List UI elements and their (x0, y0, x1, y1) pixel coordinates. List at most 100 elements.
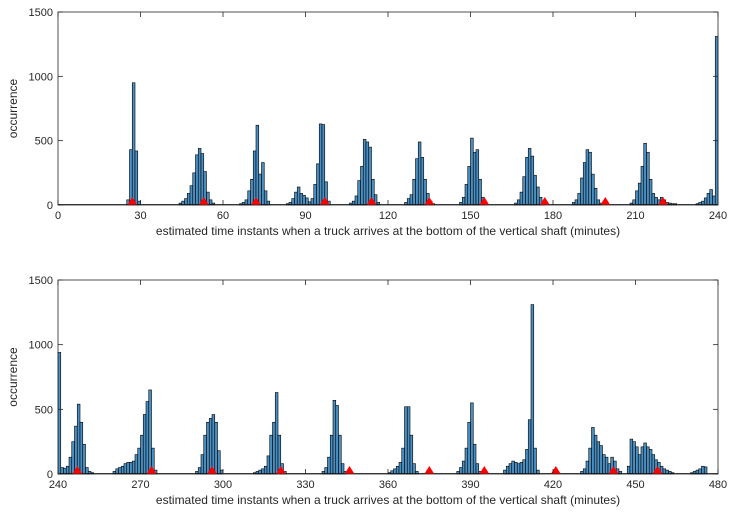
histogram-bar (475, 149, 480, 206)
x-tick-label: 60 (217, 210, 229, 222)
y-tick-label: 1500 (29, 7, 53, 19)
histogram-bar (637, 182, 642, 206)
x-tick-label: 210 (626, 210, 644, 222)
plot-area (58, 280, 718, 474)
histogram-bar (368, 146, 372, 206)
plot-area (58, 12, 718, 205)
histogram-bar (120, 465, 125, 475)
histogram-bar (604, 456, 609, 475)
histogram-bar (406, 198, 411, 206)
histogram-bar (585, 460, 590, 475)
histogram-bar (263, 190, 268, 206)
histogram-bar (478, 178, 482, 206)
histogram-bar (142, 414, 147, 475)
histogram-bar (640, 166, 645, 206)
histogram-bar (200, 454, 205, 475)
histogram-bar (305, 197, 309, 206)
y-tick-label: 500 (35, 404, 53, 416)
histogram-bar (137, 447, 141, 475)
histogram-bar (338, 434, 342, 475)
arrival-marker (146, 466, 157, 474)
histogram-bar (401, 447, 405, 475)
histogram-bar (629, 438, 634, 475)
y-ticks: 0 500 1000 1500 (29, 275, 718, 481)
x-tick-label: 270 (131, 479, 149, 491)
arrival-marker (539, 197, 550, 205)
histogram-bar (206, 421, 210, 475)
histogram-bar (145, 401, 150, 475)
histogram-bar (472, 151, 477, 206)
histogram-bar (712, 195, 716, 206)
histogram-bar (316, 163, 320, 206)
histogram-bar (514, 462, 518, 475)
histogram-bar (464, 184, 469, 206)
histogram-bar (332, 399, 337, 475)
y-tick-label: 0 (47, 469, 53, 481)
histogram-bar (527, 419, 532, 475)
histogram-bar (134, 454, 139, 475)
histogram-bar (313, 184, 317, 206)
histogram-bar (522, 459, 526, 475)
arrival-markers (127, 197, 668, 205)
histogram-bar (420, 157, 425, 206)
histogram-bar (651, 193, 656, 206)
histogram-bar (470, 402, 474, 475)
histogram-bar (709, 189, 713, 206)
x-tick-label: 240 (709, 210, 727, 222)
histogram-bar (255, 124, 260, 206)
histogram-bar (365, 141, 370, 206)
histogram-bar (646, 446, 650, 475)
histogram-bar (591, 427, 595, 475)
x-tick-label: 180 (544, 210, 562, 222)
arrival-marker (652, 466, 663, 474)
x-tick-label: 420 (544, 479, 562, 491)
arrival-markers (72, 466, 663, 474)
histogram-bar (214, 421, 218, 475)
histogram-bar (134, 150, 139, 206)
x-tick-label: 240 (49, 479, 67, 491)
arrival-marker (479, 197, 490, 205)
histogram-bar (82, 443, 86, 475)
histogram-bar (643, 442, 647, 475)
arrival-marker (319, 197, 330, 205)
histogram-bar (296, 186, 301, 206)
histogram-bar (533, 447, 537, 475)
histogram-bar (140, 434, 144, 475)
histogram-bar (412, 178, 416, 206)
y-axis-label: occurrence (6, 79, 20, 139)
chart-bottom: 240 270 300 330 360 390 420 450 480 0 500 1000 1500 e… (6, 275, 727, 507)
histogram-bar (409, 434, 414, 475)
histogram-bar (321, 124, 326, 206)
histogram-bar (464, 447, 469, 475)
histogram-bar (131, 460, 136, 475)
histogram-bar (643, 142, 647, 206)
arrival-marker (275, 466, 286, 474)
histogram-bar (701, 465, 705, 475)
x-tick-label: 90 (299, 210, 311, 222)
histogram-bar (57, 352, 62, 475)
histogram-bar (516, 463, 521, 475)
arrival-marker (344, 466, 355, 474)
histogram-bar (582, 162, 587, 206)
y-tick-label: 0 (47, 200, 53, 212)
histogram-bar (577, 193, 581, 206)
histogram-bar (415, 158, 419, 206)
arrival-marker (198, 197, 209, 205)
histogram-bar (519, 462, 524, 475)
histogram-bar (703, 197, 708, 206)
arrival-marker (251, 197, 261, 205)
histogram-bar (123, 463, 128, 475)
x-tick-label: 330 (296, 479, 314, 491)
histogram-bar (197, 467, 202, 475)
histogram-bar (525, 157, 529, 206)
x-tick-label: 0 (55, 210, 61, 222)
histogram-bar (148, 389, 152, 475)
histogram-bar (593, 434, 598, 475)
histogram-bar (79, 421, 84, 475)
arrival-marker (608, 466, 619, 474)
histogram-bar (208, 418, 213, 475)
histogram-bar (505, 465, 510, 475)
x-tick-label: 360 (379, 479, 397, 491)
histogram-bar (648, 449, 653, 475)
